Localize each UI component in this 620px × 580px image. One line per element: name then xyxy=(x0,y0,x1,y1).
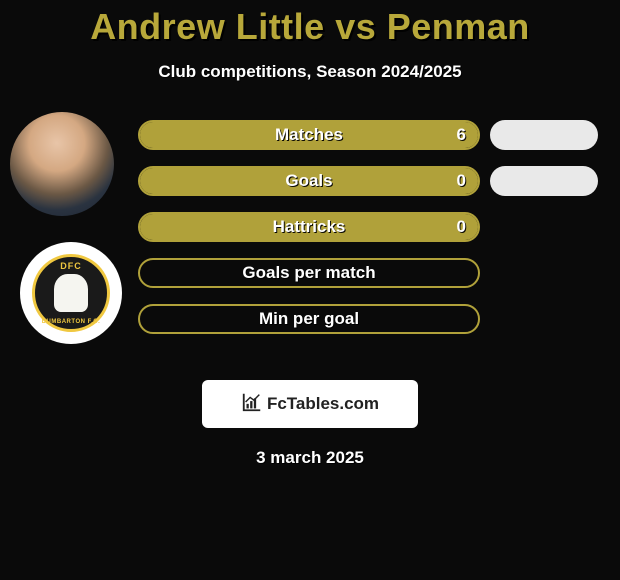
club-badge-bottom-text: DUMBARTON F.C. xyxy=(35,319,107,325)
opponent-pills xyxy=(490,120,610,212)
opponent-stat-pill xyxy=(490,166,598,196)
club-badge-avatar: DFC DUMBARTON F.C. xyxy=(20,242,122,344)
stat-bar-label: Matches xyxy=(138,125,480,145)
avatar-column: DFC DUMBARTON F.C. xyxy=(4,112,124,344)
stat-bar-label: Min per goal xyxy=(138,309,480,329)
stat-bar-label: Goals xyxy=(138,171,480,191)
stat-bar-row: Min per goal xyxy=(138,304,480,334)
stat-bar-value: 0 xyxy=(457,171,466,191)
stat-bar-label: Goals per match xyxy=(138,263,480,283)
stat-bars: Matches6Goals0Hattricks0Goals per matchM… xyxy=(138,120,480,350)
stat-bar-row: Goals per match xyxy=(138,258,480,288)
page-title: Andrew Little vs Penman xyxy=(0,0,620,48)
stat-bar-row: Matches6 xyxy=(138,120,480,150)
generated-date: 3 march 2025 xyxy=(0,448,620,468)
brand-text: FcTables.com xyxy=(267,394,379,414)
club-badge-ring: DFC DUMBARTON F.C. xyxy=(32,254,110,332)
club-badge-top-text: DFC xyxy=(35,261,107,271)
stat-bar-value: 6 xyxy=(457,125,466,145)
player-photo-avatar xyxy=(10,112,114,216)
page-subtitle: Club competitions, Season 2024/2025 xyxy=(0,62,620,82)
brand-card: FcTables.com xyxy=(202,380,418,428)
club-badge-elephant-icon xyxy=(54,274,88,312)
stat-bar-label: Hattricks xyxy=(138,217,480,237)
chart-icon xyxy=(241,391,263,418)
stat-bar-row: Goals0 xyxy=(138,166,480,196)
stat-bar-row: Hattricks0 xyxy=(138,212,480,242)
comparison-content: DFC DUMBARTON F.C. Matches6Goals0Hattric… xyxy=(0,112,620,372)
stat-bar-value: 0 xyxy=(457,217,466,237)
opponent-stat-pill xyxy=(490,120,598,150)
